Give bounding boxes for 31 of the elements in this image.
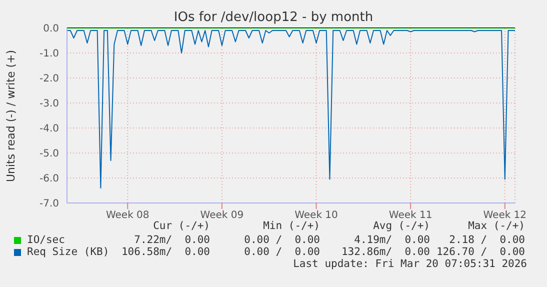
text: 0.00 / 0.00 — [244, 234, 320, 246]
text: Min (-/+) — [263, 220, 320, 232]
text: 2.18 / 0.00 — [449, 234, 525, 246]
text: Avg (-/+) — [373, 220, 430, 232]
y-tick-label: 0.0 — [43, 24, 59, 35]
text: 7.22m/ 0.00 — [134, 234, 210, 246]
y-tick-label: -7.0 — [39, 198, 59, 210]
x-tick-label: Week 09 — [200, 210, 244, 222]
text: Max (-/+) — [468, 220, 525, 232]
x-tick-label: Week 10 — [294, 210, 338, 222]
line-series — [67, 30, 515, 188]
y-tick-label: -1.0 — [39, 48, 59, 60]
text: 0.00 / 0.00 — [244, 246, 320, 258]
text: 106.58m/ 0.00 — [121, 246, 210, 258]
legend-label: IO/sec — [27, 234, 65, 246]
y-axis-title: Units read (-) / write (+) — [4, 50, 18, 182]
y-tick-label: -3.0 — [39, 98, 59, 110]
text: Cur (-/+) — [153, 220, 210, 232]
y-tick-label: -2.0 — [39, 74, 59, 85]
x-tick-label: Week 12 — [483, 210, 527, 222]
text: 126.70 / 0.00 — [436, 246, 525, 258]
text: Last update: Fri Mar 20 07:05:31 2026 — [293, 258, 527, 270]
text: 4.19m/ 0.00 — [354, 234, 430, 246]
y-tick-label: -4.0 — [39, 124, 59, 135]
y-tick-label: -5.0 — [39, 148, 59, 160]
legend-label: Req Size (KB) — [27, 246, 110, 258]
x-tick-label: Week 08 — [106, 210, 150, 222]
x-tick-label: Week 11 — [388, 210, 432, 222]
text: 132.86m/ 0.00 — [341, 246, 430, 258]
chart-title: IOs for /dev/loop12 - by month — [172, 10, 374, 25]
y-tick-label: -6.0 — [39, 174, 59, 185]
